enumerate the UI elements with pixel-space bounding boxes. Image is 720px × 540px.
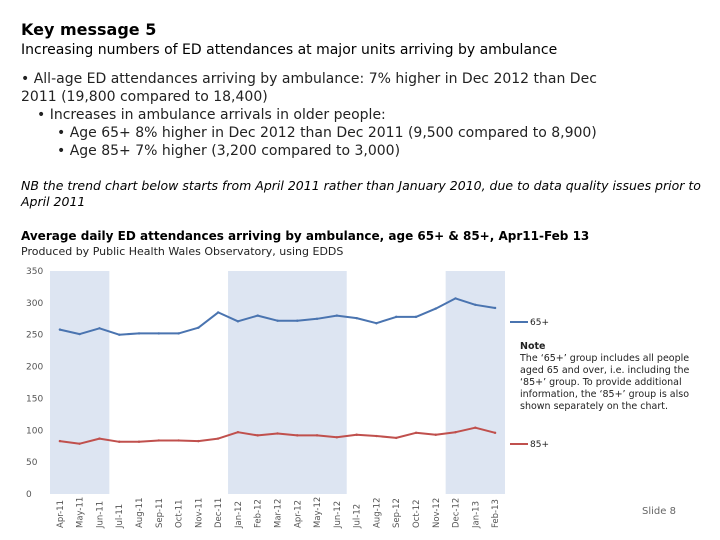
y-tick-label-200: 200 bbox=[26, 363, 43, 373]
data-point bbox=[216, 437, 220, 440]
y-tick-label-0: 0 bbox=[26, 490, 32, 500]
data-point bbox=[493, 431, 497, 435]
data-point bbox=[236, 320, 240, 323]
chart-title: Average daily ED attendances arriving by… bbox=[21, 229, 590, 243]
bullet-age-85: • Age 85+ 7% higher (3,200 compared to 3… bbox=[57, 143, 401, 159]
data-point bbox=[375, 322, 378, 325]
data-point bbox=[78, 442, 81, 445]
data-point bbox=[98, 327, 101, 330]
data-point bbox=[335, 436, 339, 439]
data-point bbox=[197, 326, 200, 329]
page-title: Key message 5 bbox=[21, 20, 157, 39]
x-tick-label: Apr-12 bbox=[293, 500, 303, 528]
data-point bbox=[276, 432, 279, 435]
data-point bbox=[58, 328, 62, 331]
data-point bbox=[296, 434, 299, 437]
page-subtitle: Increasing numbers of ED attendances at … bbox=[21, 42, 558, 58]
data-point bbox=[137, 332, 141, 335]
data-point bbox=[414, 315, 418, 319]
data-point bbox=[216, 311, 220, 314]
data-point bbox=[58, 439, 62, 443]
data-point bbox=[474, 303, 477, 306]
x-tick-label: Jan-12 bbox=[234, 501, 244, 529]
shaded-period-1 bbox=[228, 271, 347, 494]
chart-note-heading: Note bbox=[520, 341, 546, 352]
x-tick-label: Nov-12 bbox=[432, 498, 442, 528]
data-point bbox=[296, 319, 299, 322]
x-tick-label: Jun-12 bbox=[333, 501, 343, 529]
x-tick-label: Aug-12 bbox=[372, 498, 382, 528]
data-point bbox=[256, 314, 259, 317]
data-point bbox=[118, 333, 121, 336]
data-point bbox=[78, 332, 81, 336]
y-tick-label-250: 250 bbox=[26, 331, 43, 341]
data-point bbox=[434, 307, 437, 310]
y-tick-label-300: 300 bbox=[26, 299, 43, 309]
x-tick-label: Dec-11 bbox=[214, 498, 224, 528]
ambulance-trend-chart: 0 50 100 150 200 250 300 350 Apr-11 May-11 Jun-11 J… bbox=[26, 267, 549, 529]
chart-note-body: The ‘65+’ group includes all people aged… bbox=[520, 353, 690, 412]
data-point bbox=[454, 297, 457, 300]
bullet-all-age: • All-age ED attendances arriving by amb… bbox=[21, 71, 597, 87]
data-point bbox=[474, 426, 477, 429]
legend-label-65+: 65+ bbox=[530, 318, 549, 328]
data-point bbox=[177, 332, 180, 335]
data-point bbox=[177, 439, 180, 442]
data-point bbox=[315, 317, 319, 320]
x-tick-label: Nov-11 bbox=[194, 498, 204, 528]
y-tick-label-150: 150 bbox=[26, 394, 43, 404]
x-tick-label: Sep-11 bbox=[155, 498, 165, 528]
data-point bbox=[375, 434, 378, 438]
data-point bbox=[137, 440, 141, 443]
x-tick-label: Jan-13 bbox=[471, 501, 481, 529]
x-tick-label: Oct-11 bbox=[175, 499, 185, 528]
x-tick-label: Jul-11 bbox=[115, 504, 125, 529]
data-point bbox=[197, 439, 200, 443]
chart-subtitle: Produced by Public Health Wales Observat… bbox=[21, 245, 344, 258]
data-point bbox=[276, 319, 279, 322]
data-point bbox=[315, 434, 319, 437]
y-tick-label-350: 350 bbox=[26, 267, 43, 277]
data-point bbox=[118, 440, 121, 443]
bullet-older-people: • Increases in ambulance arrivals in old… bbox=[37, 107, 386, 123]
data-point bbox=[434, 433, 437, 436]
data-point bbox=[157, 332, 161, 335]
data-point bbox=[256, 434, 259, 437]
data-point bbox=[414, 431, 418, 435]
data-quality-note: NB the trend chart below starts from Apr… bbox=[21, 178, 701, 209]
x-tick-label: May-11 bbox=[76, 497, 86, 528]
x-tick-label: May-12 bbox=[313, 497, 323, 528]
data-point bbox=[394, 436, 398, 440]
chart-note: Note The ‘65+’ group includes all people… bbox=[520, 341, 710, 413]
shaded-period-0 bbox=[50, 271, 110, 494]
y-tick-label-50: 50 bbox=[26, 458, 38, 468]
key-points: • All-age ED attendances arriving by amb… bbox=[21, 70, 711, 160]
data-point bbox=[493, 306, 497, 310]
data-point bbox=[98, 437, 101, 440]
x-tick-label: Feb-12 bbox=[254, 499, 264, 528]
data-point bbox=[335, 314, 339, 317]
x-tick-label: Jul-12 bbox=[353, 504, 363, 529]
bullet-age-65: • Age 65+ 8% higher in Dec 2012 than Dec… bbox=[57, 125, 597, 141]
x-tick-label: Aug-11 bbox=[135, 498, 145, 528]
slide-number: Slide 8 bbox=[642, 506, 676, 517]
x-tick-label: Mar-12 bbox=[274, 499, 284, 528]
data-point bbox=[157, 439, 161, 442]
x-tick-label: Jun-11 bbox=[95, 501, 105, 529]
data-point bbox=[394, 315, 398, 319]
data-point bbox=[454, 430, 457, 434]
x-tick-label: Apr-11 bbox=[56, 500, 66, 528]
bullet-all-age-cont: 2011 (19,800 compared to 18,400) bbox=[21, 89, 268, 105]
x-tick-label: Sep-12 bbox=[392, 498, 402, 528]
y-tick-label-100: 100 bbox=[26, 426, 43, 436]
legend-label-85+: 85+ bbox=[530, 440, 549, 450]
data-point bbox=[236, 430, 240, 434]
x-tick-label: Feb-13 bbox=[491, 499, 501, 528]
data-point bbox=[355, 316, 358, 320]
x-tick-label: Dec-12 bbox=[452, 498, 462, 528]
x-tick-label: Oct-12 bbox=[412, 499, 422, 528]
data-point bbox=[355, 433, 358, 436]
